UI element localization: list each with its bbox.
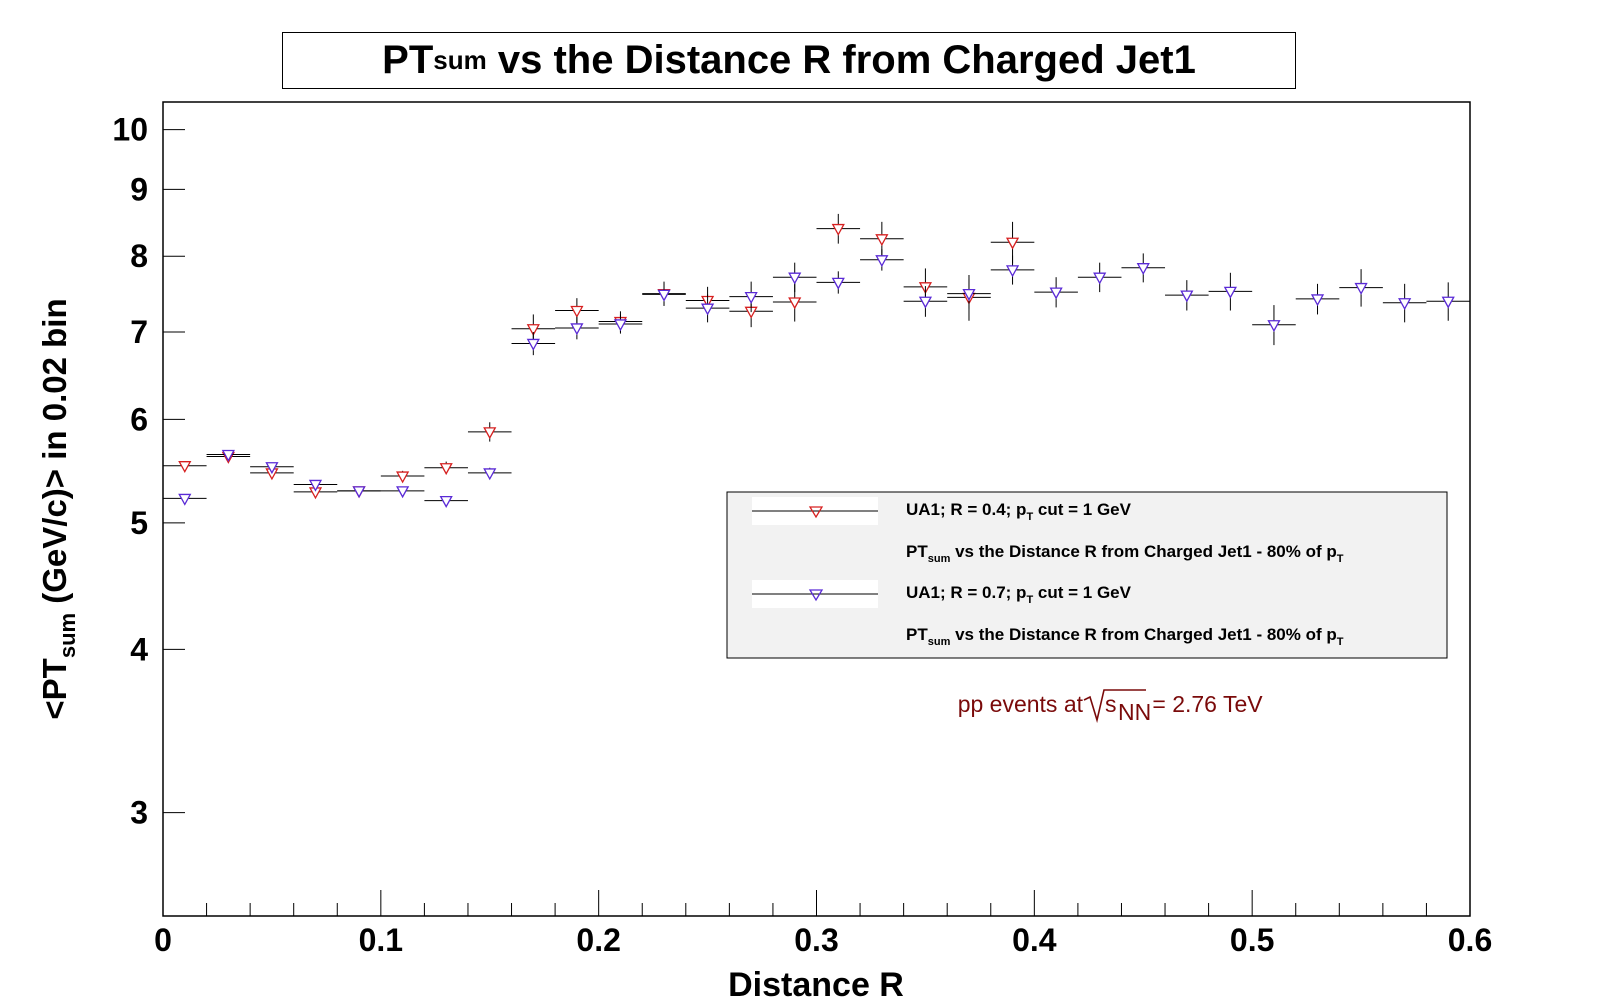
data-point bbox=[483, 427, 497, 440]
legend: UA1; R = 0.4; pT cut = 1 GeV PTsum vs th… bbox=[726, 491, 1448, 659]
annotation-pre: pp events at bbox=[958, 691, 1084, 717]
data-point bbox=[1005, 237, 1020, 250]
data-point bbox=[570, 305, 584, 318]
data-point bbox=[1093, 272, 1107, 285]
x-tick-label: 0.5 bbox=[1230, 922, 1274, 958]
legend-marker-2 bbox=[808, 589, 824, 602]
x-tick-label: 0.3 bbox=[794, 922, 838, 958]
data-point bbox=[483, 468, 497, 481]
data-point bbox=[1136, 263, 1150, 276]
legend-desc-1-pre: PT bbox=[906, 542, 928, 561]
energy-annotation: pp events at s NN = 2.76 TeV bbox=[958, 689, 1263, 725]
data-point bbox=[788, 297, 802, 310]
legend-desc-2-mid: vs the Distance R from Charged Jet1 - 80… bbox=[950, 625, 1336, 644]
data-point bbox=[221, 449, 235, 462]
data-point bbox=[526, 338, 540, 351]
legend-desc-1-sub2: T bbox=[1337, 553, 1344, 565]
legend-desc-1: PTsum vs the Distance R from Charged Jet… bbox=[906, 542, 1344, 565]
x-tick-label: 0.1 bbox=[359, 922, 403, 958]
data-point bbox=[439, 495, 453, 508]
y-tick-label: 6 bbox=[130, 401, 148, 437]
y-tick-label: 10 bbox=[112, 112, 148, 148]
legend-entry-1: UA1; R = 0.4; pT cut = 1 GeV PTsum vs th… bbox=[752, 497, 1344, 565]
legend-label-2-post: cut = 1 GeV bbox=[1033, 583, 1131, 602]
data-point bbox=[396, 471, 410, 484]
legend-label-2-pre: UA1; R = 0.7; p bbox=[906, 583, 1026, 602]
data-point bbox=[1398, 298, 1412, 311]
legend-label-1-pre: UA1; R = 0.4; p bbox=[906, 500, 1026, 519]
data-point bbox=[308, 479, 323, 492]
y-tick-label: 8 bbox=[130, 238, 148, 274]
legend-marker-1 bbox=[808, 506, 824, 519]
y-axis-label-pre: <PT bbox=[36, 658, 73, 719]
y-axis-label-sub: sum bbox=[55, 613, 80, 658]
chart-title-main: PT bbox=[382, 38, 434, 82]
data-point bbox=[265, 462, 279, 475]
chart-title-rest: vs the Distance R from Charged Jet1 bbox=[486, 38, 1196, 82]
legend-label-1-post: cut = 1 GeV bbox=[1033, 500, 1131, 519]
series-2 bbox=[163, 249, 1470, 508]
data-point bbox=[1441, 296, 1455, 309]
chart-title: PT sum vs the Distance R from Charged Jet… bbox=[282, 32, 1296, 89]
legend-desc-1-mid: vs the Distance R from Charged Jet1 - 80… bbox=[950, 542, 1336, 561]
y-tick-label: 4 bbox=[130, 631, 148, 667]
data-point bbox=[918, 296, 933, 309]
data-point bbox=[1049, 287, 1063, 300]
legend-desc-2: PTsum vs the Distance R from Charged Jet… bbox=[906, 625, 1344, 648]
data-point bbox=[744, 291, 758, 304]
data-point bbox=[526, 324, 540, 337]
y-tick-label: 3 bbox=[130, 795, 148, 831]
data-point bbox=[1005, 265, 1020, 278]
legend-label-2-sub: T bbox=[1026, 594, 1033, 606]
data-point bbox=[700, 303, 715, 316]
y-tick-label: 9 bbox=[130, 171, 148, 207]
y-tick-label: 5 bbox=[130, 505, 148, 541]
data-point bbox=[178, 493, 192, 506]
data-point bbox=[831, 223, 845, 236]
legend-desc-2-sub2: T bbox=[1337, 636, 1344, 648]
sqrt-symbol bbox=[1083, 689, 1146, 724]
legend-desc-2-pre: PT bbox=[906, 625, 928, 644]
series-1 bbox=[163, 213, 1035, 500]
data-point bbox=[1267, 320, 1281, 333]
x-tick-label: 0.4 bbox=[1012, 922, 1057, 958]
data-point bbox=[439, 463, 453, 476]
data-point bbox=[1354, 282, 1368, 295]
legend-label-1-sub: T bbox=[1026, 511, 1033, 523]
legend-desc-1-sub: sum bbox=[928, 553, 951, 565]
legend-entry-2: UA1; R = 0.7; pT cut = 1 GeV PTsum vs th… bbox=[752, 580, 1344, 648]
data-point bbox=[613, 319, 628, 332]
data-point bbox=[396, 486, 410, 499]
annotation-sqrt-sub: NN bbox=[1118, 699, 1151, 725]
data-point bbox=[875, 255, 889, 268]
data-point bbox=[1310, 294, 1325, 307]
legend-label-2: UA1; R = 0.7; pT cut = 1 GeV bbox=[906, 583, 1132, 606]
data-point bbox=[875, 234, 889, 247]
data-point bbox=[831, 277, 845, 290]
x-axis: 0 0.1 0.2 0.3 0.4 0.5 0.6 bbox=[154, 890, 1492, 958]
x-tick-label: 0.2 bbox=[576, 922, 620, 958]
x-axis-label: Distance R bbox=[728, 966, 904, 1003]
legend-label-1: UA1; R = 0.4; pT cut = 1 GeV bbox=[906, 500, 1132, 523]
annotation-sqrt-var: s bbox=[1105, 691, 1117, 717]
data-point bbox=[1223, 286, 1237, 299]
data-point bbox=[657, 289, 671, 302]
y-axis-label: <PTsum (GeV/c)> in 0.02 bin bbox=[36, 298, 80, 719]
y-axis: 3 4 5 6 7 8 9 10 bbox=[112, 112, 185, 831]
data-point bbox=[570, 323, 584, 336]
data-point bbox=[962, 288, 976, 301]
legend-desc-2-sub: sum bbox=[928, 636, 951, 648]
data-point bbox=[352, 486, 366, 499]
series-layer bbox=[163, 213, 1470, 508]
data-point bbox=[788, 272, 802, 285]
x-tick-label: 0 bbox=[154, 922, 172, 958]
chart-title-sub: sum bbox=[433, 45, 487, 75]
annotation-post: = 2.76 TeV bbox=[1146, 691, 1263, 717]
y-axis-label-post: (GeV/c)> in 0.02 bin bbox=[36, 298, 73, 613]
y-tick-label: 7 bbox=[130, 314, 148, 350]
data-point bbox=[1180, 290, 1194, 303]
data-point bbox=[178, 461, 192, 474]
x-tick-label: 0.6 bbox=[1448, 922, 1492, 958]
